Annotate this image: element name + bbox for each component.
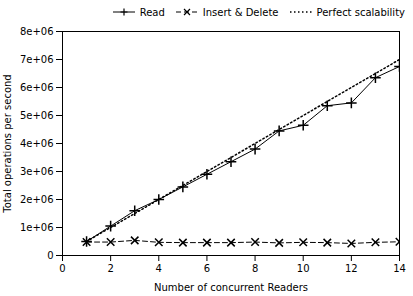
svg-text:3e+06: 3e+06 xyxy=(20,166,54,177)
html-text:Read: Read xyxy=(139,6,165,18)
svg-text:10: 10 xyxy=(297,263,310,274)
svg-text:5e+06: 5e+06 xyxy=(20,110,54,121)
svg-text:Total operations per second: Total operations per second xyxy=(2,74,13,213)
svg-text:14: 14 xyxy=(393,263,406,274)
svg-text:0: 0 xyxy=(59,263,65,274)
svg-text:2e+06: 2e+06 xyxy=(20,194,54,205)
svg-text:4: 4 xyxy=(156,263,162,274)
svg-text:4e+06: 4e+06 xyxy=(20,138,54,149)
html-text:Perfect scalability: Perfect scalability xyxy=(316,6,405,18)
svg-text:6e+06: 6e+06 xyxy=(20,82,54,93)
svg-text:0: 0 xyxy=(47,250,53,261)
svg-text:8: 8 xyxy=(252,263,258,274)
svg-text:Number of concurrent Readers: Number of concurrent Readers xyxy=(154,282,308,293)
svg-text:8e+06: 8e+06 xyxy=(20,26,54,37)
svg-text:6: 6 xyxy=(204,263,210,274)
svg-text:1e+06: 1e+06 xyxy=(20,222,54,233)
html-text:Insert & Delete: Insert & Delete xyxy=(202,6,279,18)
svg-text:2: 2 xyxy=(107,263,113,274)
svg-text:12: 12 xyxy=(345,263,358,274)
svg-text:7e+06: 7e+06 xyxy=(20,54,54,65)
